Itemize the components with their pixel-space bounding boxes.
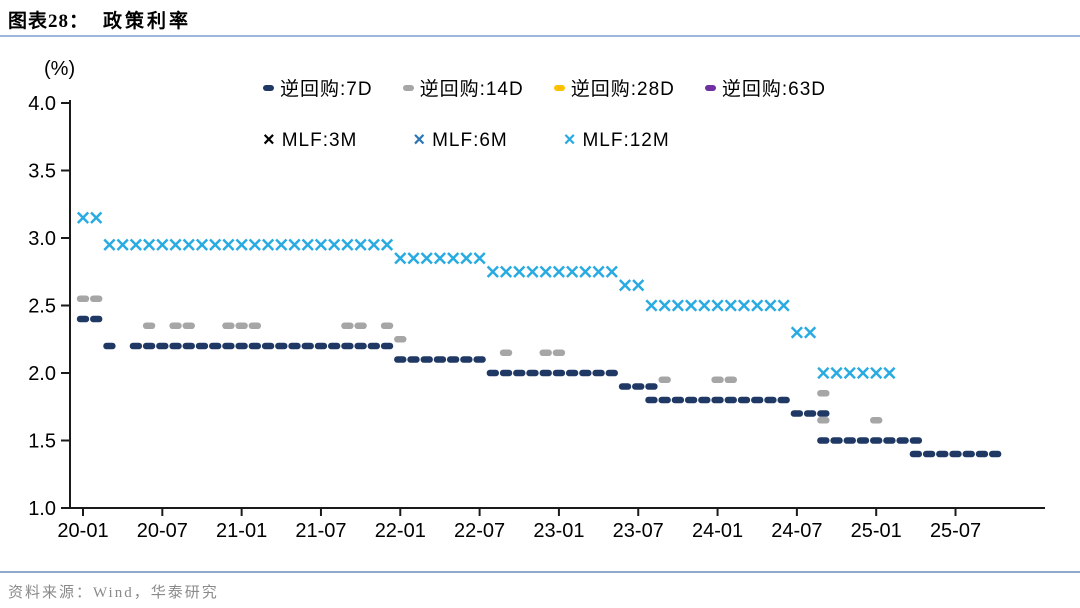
svg-text:20-07: 20-07: [137, 520, 188, 542]
svg-text:23-07: 23-07: [613, 520, 664, 542]
repo-14d-marker: [402, 84, 414, 91]
page-title: 政策利率: [103, 11, 192, 32]
svg-text:21-01: 21-01: [216, 520, 267, 542]
legend-item-repo-14d: 逆回购:14D: [402, 74, 524, 101]
legend-label: 逆回购:28D: [570, 79, 675, 100]
svg-text:25-01: 25-01: [851, 520, 902, 542]
svg-text:4.0: 4.0: [28, 93, 56, 115]
legend-item-mlf-3m: × MLF:3M: [263, 130, 357, 152]
repo-28d-marker: [553, 84, 565, 91]
svg-text:3.5: 3.5: [28, 161, 56, 183]
svg-text:2.5: 2.5: [28, 296, 56, 318]
title-divider: [0, 35, 1080, 37]
legend-item-mlf-12m: × MLF:12M: [564, 130, 670, 152]
legend-label: MLF:12M: [582, 130, 670, 151]
mlf-6m-x-marker: ×: [413, 129, 427, 151]
legend-row-1: 逆回购:7D 逆回购:14D 逆回购:28D 逆回购:63D: [263, 74, 826, 101]
svg-text:21-07: 21-07: [295, 520, 346, 542]
repo-7d-marker: [263, 84, 274, 91]
legend-label: 逆回购:63D: [721, 79, 826, 100]
svg-text:25-07: 25-07: [930, 520, 981, 542]
svg-text:1.0: 1.0: [28, 498, 56, 520]
figure-title: 图表28： 政策利率: [8, 6, 191, 33]
svg-text:20-01: 20-01: [57, 520, 108, 542]
legend-item-repo-7d: 逆回购:7D: [263, 74, 373, 101]
repo-63d-marker: [704, 84, 716, 91]
legend-label: MLF:6M: [432, 130, 508, 151]
legend-label: 逆回购:14D: [419, 79, 524, 100]
svg-text:24-01: 24-01: [692, 520, 743, 542]
mlf-12m-x-marker: ×: [563, 129, 577, 151]
legend-item-repo-63d: 逆回购:63D: [704, 74, 826, 101]
y-axis-unit-label: (%): [44, 58, 76, 80]
svg-text:1.5: 1.5: [28, 431, 56, 453]
svg-text:24-07: 24-07: [771, 520, 822, 542]
legend-item-mlf-6m: × MLF:6M: [413, 130, 507, 152]
legend-label: 逆回购:7D: [280, 79, 373, 100]
figure-number: 图表28：: [8, 11, 90, 32]
footer-divider: [0, 571, 1080, 573]
svg-text:22-07: 22-07: [454, 520, 505, 542]
svg-text:22-01: 22-01: [375, 520, 426, 542]
legend-item-repo-28d: 逆回购:28D: [553, 74, 675, 101]
mlf-3m-x-marker: ×: [263, 129, 276, 151]
svg-text:23-01: 23-01: [533, 520, 584, 542]
policy-rate-chart: 4.0 3.5 3.0 2.5 2.0 1.5 1.020-01 20-07 21-01 21-0…: [28, 93, 1045, 542]
legend-label: MLF:3M: [281, 130, 358, 151]
source-note: 资料来源：Wind，华泰研究: [8, 585, 219, 601]
svg-text:3.0: 3.0: [28, 228, 56, 250]
svg-text:2.0: 2.0: [28, 363, 56, 385]
legend-row-2: × MLF:3M × MLF:6M × MLF:12M: [263, 130, 670, 152]
